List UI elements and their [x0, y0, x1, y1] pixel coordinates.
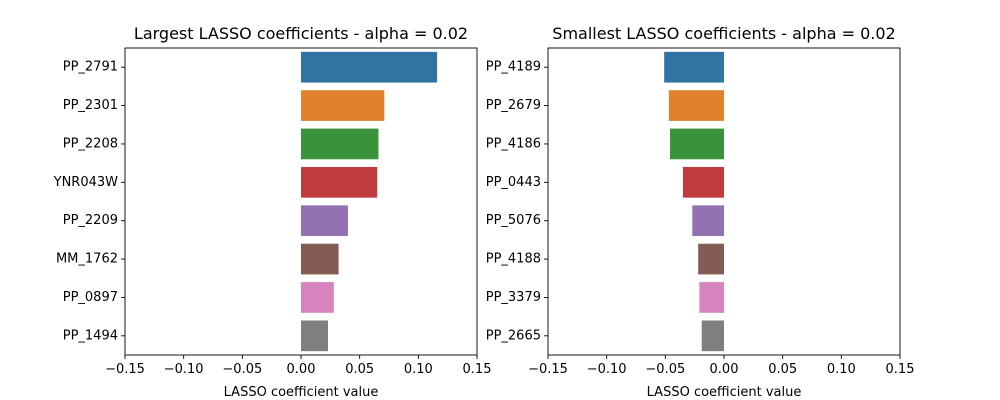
y-tick-label: PP_4189 [486, 60, 541, 75]
y-tick-label: PP_0897 [63, 290, 118, 305]
y-tick-label: PP_4186 [486, 136, 541, 151]
x-tick-label: −0.15 [528, 362, 568, 377]
x-tick-label: −0.10 [587, 362, 627, 377]
x-tick-label: −0.05 [645, 362, 685, 377]
bar-pp_2679 [668, 90, 724, 121]
x-tick-label: −0.05 [222, 362, 262, 377]
bar-pp_3379 [699, 282, 724, 313]
smallest-x-axis-label: LASSO coefficient value [647, 385, 802, 400]
y-tick-label: PP_2208 [63, 136, 118, 151]
largest-coefficients-panel: PP_2791 PP_2301 PP_2208 YNR043W PP_2209 MM_17… [53, 24, 492, 400]
bar-pp_2791 [301, 51, 438, 83]
bar-mm_1762 [301, 243, 339, 275]
largest-chart-title: Largest LASSO coefficients - alpha = 0.0… [134, 24, 468, 43]
x-tick-label: −0.15 [105, 362, 145, 377]
x-tick-label: 0.15 [886, 362, 915, 377]
largest-x-axis-label: LASSO coefficient value [224, 385, 379, 400]
y-tick-label: PP_2301 [63, 98, 118, 113]
y-tick-label: PP_0443 [486, 175, 541, 190]
y-tick-label: PP_4188 [486, 252, 541, 267]
y-tick-label: PP_2209 [63, 213, 118, 228]
y-tick-label: PP_3379 [486, 290, 541, 305]
x-tick-label: 0.15 [463, 362, 492, 377]
bar-pp_2208 [301, 128, 379, 160]
bar-pp_5076 [692, 205, 724, 237]
y-tick-label: YNR043W [53, 175, 119, 190]
bar-pp_4188 [698, 243, 724, 275]
y-tick-label: PP_1494 [63, 328, 118, 343]
y-tick-label: PP_5076 [486, 213, 541, 228]
bar-pp_2209 [301, 205, 348, 237]
x-tick-label: 0.10 [404, 362, 433, 377]
y-tick-label: MM_1762 [56, 252, 118, 267]
smallest-chart-title: Smallest LASSO coefficients - alpha = 0.… [552, 24, 895, 43]
x-tick-label: 0.00 [710, 362, 739, 377]
bar-pp_4189 [664, 51, 724, 83]
x-tick-label: 0.00 [287, 362, 316, 377]
bar-pp_2665 [701, 320, 724, 352]
y-tick-label: PP_2791 [63, 60, 118, 75]
bar-ynr043w [301, 166, 378, 198]
x-tick-label: 0.05 [768, 362, 797, 377]
x-tick-label: 0.10 [827, 362, 856, 377]
x-tick-label: 0.05 [345, 362, 374, 377]
y-tick-label: PP_2665 [486, 328, 541, 343]
y-tick-label: PP_2679 [486, 98, 541, 113]
bar-pp_1494 [301, 320, 328, 352]
bar-pp_0443 [682, 166, 724, 198]
bar-pp_4186 [670, 128, 724, 160]
x-tick-label: −0.10 [164, 362, 204, 377]
bar-pp_2301 [301, 90, 385, 121]
smallest-coefficients-panel: PP_4189 PP_2679 PP_4186 PP_0443 PP_5076 PP_41… [486, 24, 915, 400]
bar-pp_0897 [301, 282, 334, 313]
